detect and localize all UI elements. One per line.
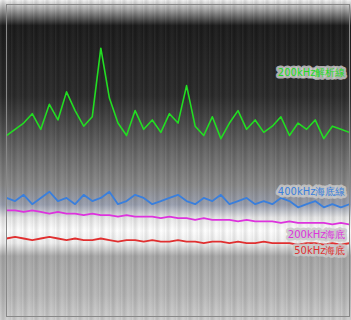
svg-text:400kHz海底線: 400kHz海底線 <box>278 186 346 197</box>
svg-text:200kHz海底: 200kHz海底 <box>288 229 346 240</box>
svg-text:50kHz海底: 50kHz海底 <box>294 245 345 256</box>
svg-text:200kHz解析線: 200kHz解析線 <box>278 67 346 78</box>
